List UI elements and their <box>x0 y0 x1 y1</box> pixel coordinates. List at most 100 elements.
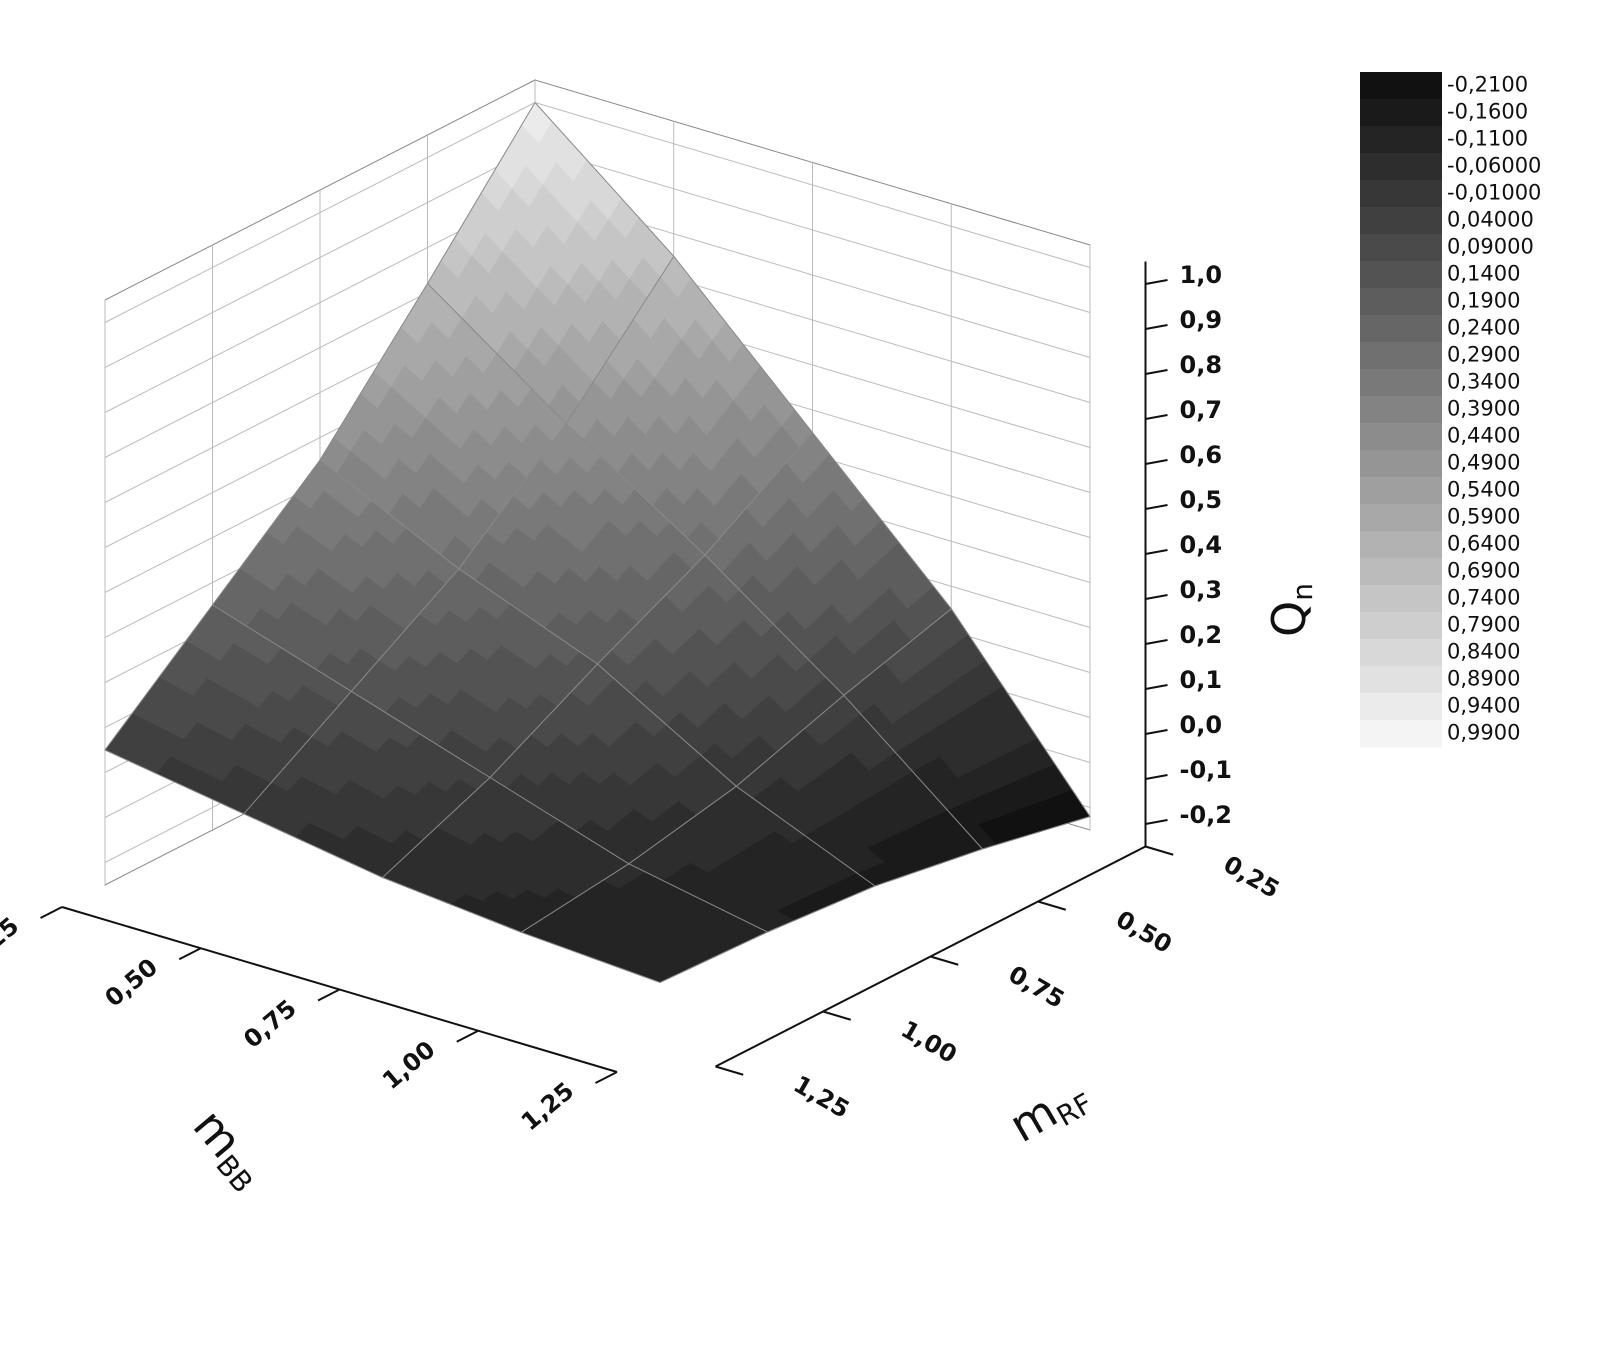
colorbar-swatch <box>1360 180 1442 208</box>
z-tick-label: -0,1 <box>1180 756 1232 784</box>
mesh-line <box>427 283 983 850</box>
z-tick <box>1145 729 1168 735</box>
y-tick <box>456 1029 479 1043</box>
z-tick-label: 0,8 <box>1180 351 1223 379</box>
colorbar-label: 0,4400 <box>1447 424 1520 448</box>
colorbar-label: 0,2400 <box>1447 316 1520 340</box>
colorbar-swatch <box>1360 531 1442 559</box>
z-tick <box>1145 504 1168 510</box>
y-tick <box>178 947 202 961</box>
colorbar-swatch <box>1360 585 1442 613</box>
mesh-line <box>104 749 661 983</box>
colorbar-label: 0,6400 <box>1447 532 1520 556</box>
colorbar-label: 0,7400 <box>1447 586 1520 610</box>
colorbar-label: 0,9900 <box>1447 721 1520 745</box>
colorbar-swatch <box>1360 450 1442 478</box>
colorbar-label: 0,3900 <box>1447 397 1520 421</box>
z-title-main: Q <box>1262 601 1316 637</box>
colorbar-swatch <box>1360 423 1442 451</box>
x-title-main: m <box>1000 1083 1066 1152</box>
x-tick-label: 0,25 <box>1219 850 1284 904</box>
colorbar-swatch <box>1360 396 1442 424</box>
y-tick-label: 0,50 <box>100 953 163 1013</box>
x-tick <box>715 1065 744 1076</box>
y-tick-label: 1,25 <box>516 1077 579 1137</box>
colorbar-swatch <box>1360 342 1442 370</box>
colorbar-swatch <box>1360 477 1442 505</box>
colorbar-swatch <box>1360 234 1442 262</box>
y-tick-label: 0,75 <box>238 994 301 1054</box>
z-tick <box>1145 459 1168 465</box>
colorbar-swatch <box>1360 153 1442 181</box>
colorbar-label: 0,4900 <box>1447 451 1520 475</box>
z-tick-label: 0,2 <box>1180 621 1223 649</box>
colorbar-swatch <box>1360 369 1442 397</box>
surface <box>104 101 1091 983</box>
z-tick-label: -0,2 <box>1180 801 1232 829</box>
z-axis-title: Qn <box>1262 583 1320 637</box>
x-tick-label: 0,75 <box>1004 960 1069 1014</box>
z-tick-label: 0,7 <box>1180 396 1223 424</box>
colorbar-label: -0,06000 <box>1447 154 1541 178</box>
colorbar-label: -0,1600 <box>1447 100 1528 124</box>
colorbar: -0,2100 -0,1600 -0,1100 -0,06000 -0,01000 0,0… <box>1360 72 1541 748</box>
z-tick <box>1145 414 1168 420</box>
x-tick <box>1037 900 1067 911</box>
colorbar-label: 0,09000 <box>1447 235 1534 259</box>
colorbar-swatch <box>1360 126 1442 154</box>
colorbar-label: -0,01000 <box>1447 181 1541 205</box>
z-tick <box>1145 639 1168 645</box>
z-tick-label: 0,0 <box>1180 711 1223 739</box>
colorbar-swatch <box>1360 99 1442 127</box>
y-tick <box>317 988 340 1002</box>
z-tick <box>1145 819 1168 825</box>
z-title-sub: n <box>1286 583 1319 601</box>
x-tick <box>930 955 959 966</box>
colorbar-label: 0,04000 <box>1447 208 1534 232</box>
y-tick-label: 0,25 <box>0 912 24 972</box>
colorbar-label: 0,8900 <box>1447 667 1520 691</box>
colorbar-swatch <box>1360 666 1442 694</box>
colorbar-label: 0,3400 <box>1447 370 1520 394</box>
colorbar-swatch <box>1360 315 1442 343</box>
colorbar-swatch <box>1360 261 1442 289</box>
colorbar-swatch <box>1360 72 1442 100</box>
colorbar-label: 0,5400 <box>1447 478 1520 502</box>
colorbar-label: 0,5900 <box>1447 505 1520 529</box>
mesh-line <box>534 102 1091 817</box>
colorbar-swatch <box>1360 720 1442 748</box>
x-axis-title: mRF <box>1000 1065 1098 1155</box>
colorbar-swatch <box>1360 207 1442 235</box>
z-tick-label: 0,6 <box>1180 441 1223 469</box>
z-tick-label: 0,4 <box>1180 531 1223 559</box>
colorbar-label: 0,7900 <box>1447 613 1520 637</box>
z-tick-label: 0,3 <box>1180 576 1223 604</box>
z-tick-label: 1,0 <box>1180 261 1223 289</box>
colorbar-swatch <box>1360 639 1442 667</box>
x-tick <box>822 1010 852 1021</box>
z-tick-label: 0,1 <box>1180 666 1223 694</box>
y-tick <box>40 906 63 919</box>
mesh-line <box>212 604 768 933</box>
z-tick <box>1145 774 1168 780</box>
colorbar-label: -0,1100 <box>1447 127 1528 151</box>
z-tick <box>1145 324 1168 330</box>
colorbar-label: 0,1400 <box>1447 262 1520 286</box>
x-tick-label: 0,50 <box>1111 905 1176 959</box>
z-tick <box>1145 279 1168 285</box>
y-tick <box>595 1071 618 1084</box>
colorbar-label: 0,2900 <box>1447 343 1520 367</box>
z-tick <box>1145 684 1168 690</box>
x-tick-label: 1,00 <box>896 1015 961 1069</box>
y-tick-label: 1,00 <box>377 1035 440 1095</box>
z-tick <box>1145 594 1168 600</box>
colorbar-label: 0,1900 <box>1447 289 1520 313</box>
x-tick-label: 1,25 <box>789 1070 854 1124</box>
z-tick <box>1145 369 1168 375</box>
z-tick <box>1145 549 1168 555</box>
colorbar-label: 0,8400 <box>1447 640 1520 664</box>
colorbar-swatch <box>1360 693 1442 721</box>
colorbar-swatch <box>1360 504 1442 532</box>
mesh-line <box>319 459 876 887</box>
